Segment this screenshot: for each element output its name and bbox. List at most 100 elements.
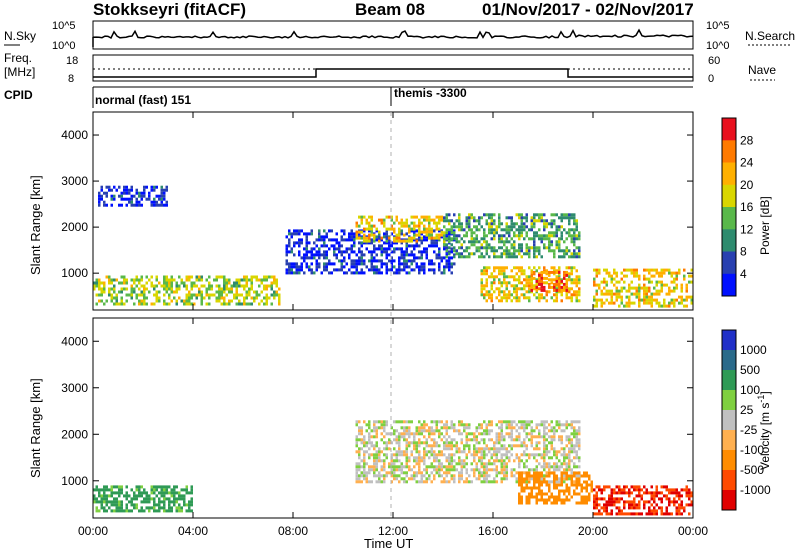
velocity-cell: [368, 441, 371, 445]
velocity-cell: [460, 441, 463, 445]
velocity-cell: [605, 512, 608, 516]
velocity-cell: [450, 456, 453, 460]
power-cell: [503, 243, 506, 247]
velocity-cell: [623, 500, 626, 504]
power-cell: [493, 278, 496, 282]
power-cell: [175, 284, 178, 288]
power-cell: [645, 289, 648, 293]
velocity-cell: [445, 426, 448, 430]
power-cell: [543, 270, 546, 274]
velocity-cell: [588, 495, 591, 499]
velocity-cell: [558, 426, 561, 430]
power-cell: [333, 238, 336, 242]
velocity-cell: [500, 438, 503, 442]
velocity-cell: [578, 465, 581, 469]
power-cell: [383, 247, 386, 251]
velocity-cell: [608, 497, 611, 501]
power-cell: [255, 278, 258, 282]
velocity-cell: [103, 488, 106, 492]
velocity-cell: [413, 447, 416, 451]
power-cell: [145, 281, 148, 285]
velocity-cell: [525, 465, 528, 469]
power-cell: [93, 281, 96, 285]
velocity-cell: [143, 491, 146, 495]
velocity-cell: [505, 474, 508, 478]
velocity-cell: [613, 500, 616, 504]
velocity-cell: [148, 494, 151, 498]
power-cell: [130, 287, 133, 291]
power-cell: [128, 197, 131, 201]
velocity-cell: [540, 483, 543, 487]
velocity-cell: [588, 483, 591, 487]
velocity-cell: [540, 489, 543, 493]
power-cell: [363, 233, 366, 237]
power-cell: [115, 296, 118, 300]
velocity-cell: [130, 488, 133, 492]
power-cell: [523, 216, 526, 220]
velocity-cell: [628, 494, 631, 498]
velocity-cell: [535, 453, 538, 457]
velocity-cell: [430, 444, 433, 448]
velocity-cell: [420, 432, 423, 436]
velocity-cell: [620, 509, 623, 513]
velocity-cell: [120, 509, 123, 513]
power-cell: [555, 231, 558, 235]
power-cell: [323, 235, 326, 239]
velocity-cell: [655, 488, 658, 492]
velocity-cell: [118, 485, 121, 489]
velocity-cell: [355, 450, 358, 454]
power-cell: [430, 244, 433, 248]
velocity-cell: [495, 435, 498, 439]
velocity-cell: [420, 441, 423, 445]
power-cell: [143, 185, 146, 189]
power-cell: [355, 271, 358, 275]
power-cell: [578, 275, 581, 279]
power-cell: [628, 304, 631, 308]
velocity-cell: [518, 498, 521, 502]
power-cell: [410, 236, 413, 240]
power-cell: [465, 225, 468, 229]
velocity-cell: [480, 423, 483, 427]
velocity-cell: [480, 456, 483, 460]
power-cell: [593, 280, 596, 284]
power-cell: [300, 268, 303, 272]
power-cell: [298, 241, 301, 245]
power-cell: [245, 278, 248, 282]
velocity-cell: [420, 426, 423, 430]
power-cell: [490, 228, 493, 232]
velocity-cell: [138, 491, 141, 495]
power-cell: [443, 219, 446, 223]
power-cell: [385, 253, 388, 257]
power-cell: [480, 284, 483, 288]
velocity-cell: [503, 453, 506, 457]
power-cell: [575, 275, 578, 279]
velocity-cell: [128, 500, 131, 504]
power-cell: [575, 237, 578, 241]
power-cell: [448, 259, 451, 263]
velocity-cell: [520, 444, 523, 448]
power-cell: [505, 255, 508, 259]
power-cell: [293, 271, 296, 275]
velocity-cell: [410, 474, 413, 478]
power-cell: [475, 219, 478, 223]
power-cell: [483, 296, 486, 300]
velocity-cell: [463, 423, 466, 427]
velocity-cell: [558, 423, 561, 427]
velocity-cell: [460, 465, 463, 469]
velocity-cell: [398, 444, 401, 448]
power-cell: [95, 302, 98, 306]
power-cell: [508, 249, 511, 253]
velocity-cell: [513, 420, 516, 424]
power-cell: [425, 230, 428, 234]
power-cell: [185, 284, 188, 288]
velocity-cell: [543, 420, 546, 424]
power-cell: [325, 244, 328, 248]
velocity-cell: [375, 429, 378, 433]
power-cell: [540, 216, 543, 220]
velocity-cell: [538, 489, 541, 493]
power-cell: [520, 246, 523, 250]
velocity-cell: [398, 420, 401, 424]
velocity-cell: [483, 441, 486, 445]
velocity-cell: [435, 468, 438, 472]
power-cell: [420, 215, 423, 219]
